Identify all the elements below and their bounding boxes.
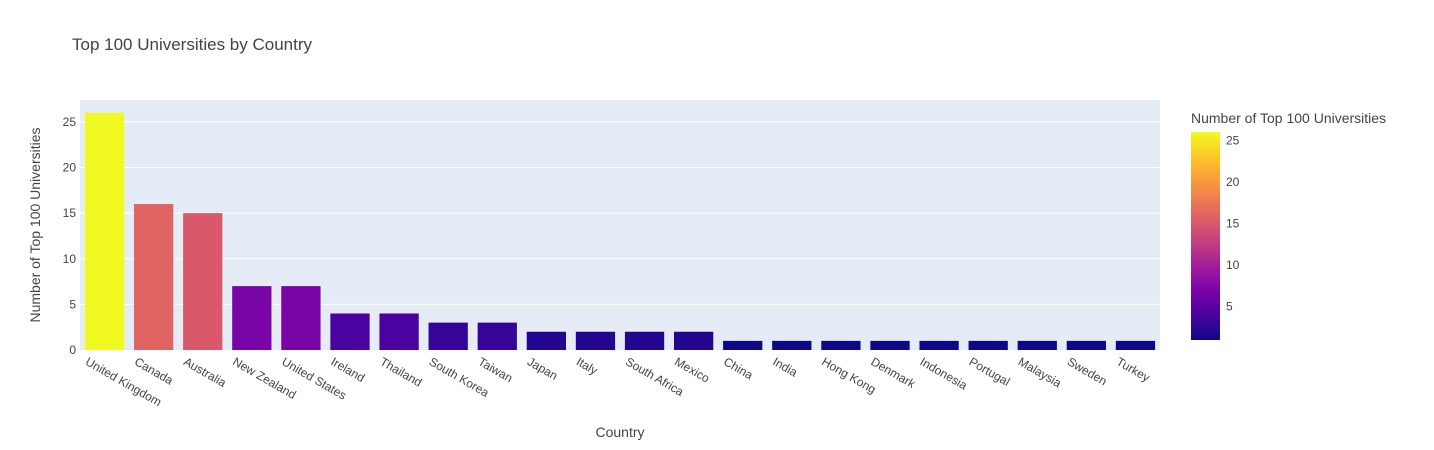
- y-tick-label: 0: [69, 343, 76, 357]
- colorbar-tick-label: 20: [1226, 175, 1240, 189]
- bar: [772, 340, 812, 350]
- colorbar: [1191, 132, 1220, 340]
- y-axis-ticks: 0 5 10 15 20 25: [63, 115, 77, 357]
- x-tick-label: Sweden: [1065, 354, 1110, 388]
- bar: [428, 322, 468, 350]
- x-tick-label: Indonesia: [918, 354, 970, 392]
- colorbar-title: Number of Top 100 Universities: [1191, 110, 1386, 126]
- bar: [330, 313, 370, 350]
- x-tick-label: Thailand: [378, 354, 425, 389]
- colorbar-tick-label: 5: [1226, 300, 1233, 314]
- colorbar-tick-label: 15: [1226, 217, 1240, 231]
- bar: [379, 313, 419, 350]
- bar: [870, 340, 910, 350]
- bar: [723, 340, 763, 350]
- bar: [84, 112, 125, 351]
- bar: [624, 331, 665, 350]
- x-tick-label: Hong Kong: [819, 354, 878, 396]
- bar: [821, 340, 861, 350]
- y-axis-title: Number of Top 100 Universities: [27, 127, 43, 322]
- bar: [526, 331, 566, 350]
- x-tick-label: Turkey: [1114, 354, 1152, 384]
- x-axis-title: Country: [595, 424, 644, 440]
- x-tick-label: Italy: [574, 354, 600, 377]
- x-tick-label: Japan: [525, 354, 560, 382]
- bar: [183, 213, 223, 350]
- bar: [674, 331, 714, 350]
- bar: [281, 286, 321, 350]
- colorbar-ticks: 5 10 15 20 25: [1226, 133, 1240, 313]
- bar: [232, 286, 272, 350]
- bar: [477, 322, 517, 350]
- bar: [1017, 340, 1057, 350]
- x-tick-label: Malaysia: [1016, 354, 1064, 390]
- x-tick-label: Taiwan: [476, 354, 515, 385]
- colorbar-tick-label: 10: [1226, 258, 1240, 272]
- bar: [575, 331, 616, 350]
- x-tick-label: China: [721, 354, 755, 382]
- bars: [84, 112, 1156, 351]
- chart-title: Top 100 Universities by Country: [72, 35, 313, 54]
- y-tick-label: 5: [69, 297, 76, 311]
- x-tick-label: Australia: [181, 354, 229, 390]
- x-tick-label: Portugal: [967, 354, 1013, 388]
- y-tick-label: 10: [63, 252, 77, 266]
- colorbar-tick-label: 25: [1226, 133, 1240, 147]
- bar: [968, 340, 1008, 350]
- bar: [134, 204, 174, 350]
- bar: [1066, 340, 1106, 350]
- bar: [919, 340, 959, 350]
- y-tick-label: 25: [63, 115, 77, 129]
- y-tick-label: 20: [63, 161, 77, 175]
- x-tick-label: Mexico: [672, 354, 712, 385]
- y-tick-label: 15: [63, 206, 77, 220]
- x-tick-label: Ireland: [329, 354, 368, 384]
- bar: [1115, 340, 1156, 350]
- x-tick-label: India: [770, 354, 800, 379]
